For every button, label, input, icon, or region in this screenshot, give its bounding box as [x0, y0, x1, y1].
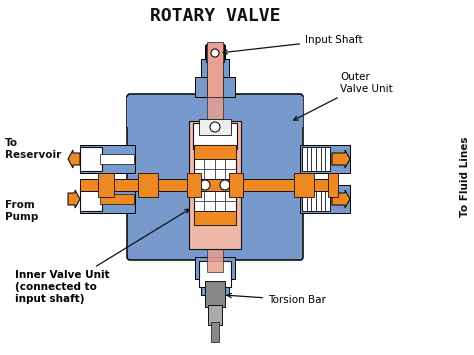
Bar: [80, 187, 102, 211]
Bar: [189, 121, 241, 249]
Bar: [127, 97, 137, 127]
Bar: [138, 173, 158, 197]
Text: ROTARY VALVE: ROTARY VALVE: [150, 7, 280, 25]
Bar: [294, 173, 314, 197]
Bar: [300, 185, 350, 213]
Bar: [211, 322, 219, 342]
Bar: [201, 59, 229, 77]
FancyBboxPatch shape: [127, 94, 303, 260]
Bar: [211, 44, 219, 94]
Bar: [80, 185, 135, 213]
Bar: [207, 42, 223, 97]
Bar: [100, 154, 134, 164]
Bar: [300, 145, 350, 173]
Text: Input Shaft: Input Shaft: [223, 35, 363, 54]
Bar: [199, 261, 231, 287]
Bar: [205, 45, 225, 59]
Bar: [193, 123, 237, 149]
Bar: [206, 44, 224, 62]
Bar: [205, 281, 225, 307]
Polygon shape: [332, 190, 350, 208]
Text: Torsion Bar: Torsion Bar: [227, 294, 326, 305]
Bar: [98, 173, 114, 197]
Text: Inner Valve Unit
(connected to
input shaft): Inner Valve Unit (connected to input sha…: [15, 209, 190, 304]
Bar: [208, 305, 222, 325]
Bar: [199, 119, 231, 135]
Bar: [302, 187, 330, 211]
Bar: [194, 145, 236, 225]
Bar: [201, 277, 229, 295]
Bar: [302, 147, 330, 171]
Text: Outer
Valve Unit: Outer Valve Unit: [294, 72, 393, 120]
Bar: [207, 72, 223, 272]
Bar: [187, 173, 201, 197]
Bar: [194, 145, 236, 159]
Bar: [195, 257, 235, 279]
Text: To
Reservoir: To Reservoir: [5, 138, 61, 160]
Text: From
Pump: From Pump: [5, 200, 38, 222]
Bar: [328, 173, 338, 197]
Bar: [80, 147, 102, 171]
Circle shape: [211, 49, 219, 57]
Polygon shape: [332, 150, 350, 168]
Bar: [293, 97, 303, 127]
Polygon shape: [68, 150, 80, 168]
Circle shape: [220, 180, 230, 190]
Bar: [80, 145, 135, 173]
Bar: [194, 211, 236, 225]
Circle shape: [210, 122, 220, 132]
Circle shape: [200, 180, 210, 190]
Bar: [195, 77, 235, 97]
Bar: [80, 179, 332, 191]
Bar: [100, 194, 134, 204]
Text: To Fluid Lines: To Fluid Lines: [460, 137, 470, 217]
Bar: [229, 173, 243, 197]
Polygon shape: [68, 190, 80, 208]
